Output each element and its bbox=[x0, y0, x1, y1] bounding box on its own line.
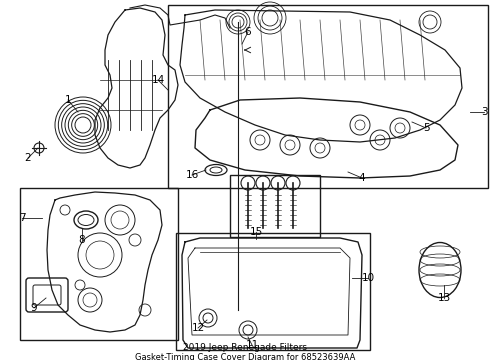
Text: 13: 13 bbox=[438, 293, 451, 303]
Text: 1: 1 bbox=[65, 95, 72, 105]
Text: 10: 10 bbox=[362, 273, 374, 283]
Bar bbox=[20, 188, 178, 340]
Text: 12: 12 bbox=[192, 323, 205, 333]
Text: 14: 14 bbox=[151, 75, 165, 85]
Text: 11: 11 bbox=[245, 340, 259, 350]
Text: 7: 7 bbox=[19, 213, 25, 223]
Text: 16: 16 bbox=[185, 170, 198, 180]
Text: 2: 2 bbox=[24, 153, 31, 163]
Text: 9: 9 bbox=[31, 303, 37, 313]
Text: 15: 15 bbox=[249, 227, 263, 237]
Text: 4: 4 bbox=[359, 173, 366, 183]
Bar bbox=[168, 5, 488, 188]
Text: 2019 Jeep Renegade Filters: 2019 Jeep Renegade Filters bbox=[183, 343, 307, 352]
Text: 5: 5 bbox=[423, 123, 429, 133]
Text: Gasket-Timing Case Cover Diagram for 68523639AA: Gasket-Timing Case Cover Diagram for 685… bbox=[135, 354, 355, 360]
Bar bbox=[230, 175, 320, 237]
Bar bbox=[176, 233, 370, 350]
Text: 8: 8 bbox=[79, 235, 85, 245]
Text: 6: 6 bbox=[245, 27, 251, 37]
Text: 3: 3 bbox=[481, 107, 488, 117]
